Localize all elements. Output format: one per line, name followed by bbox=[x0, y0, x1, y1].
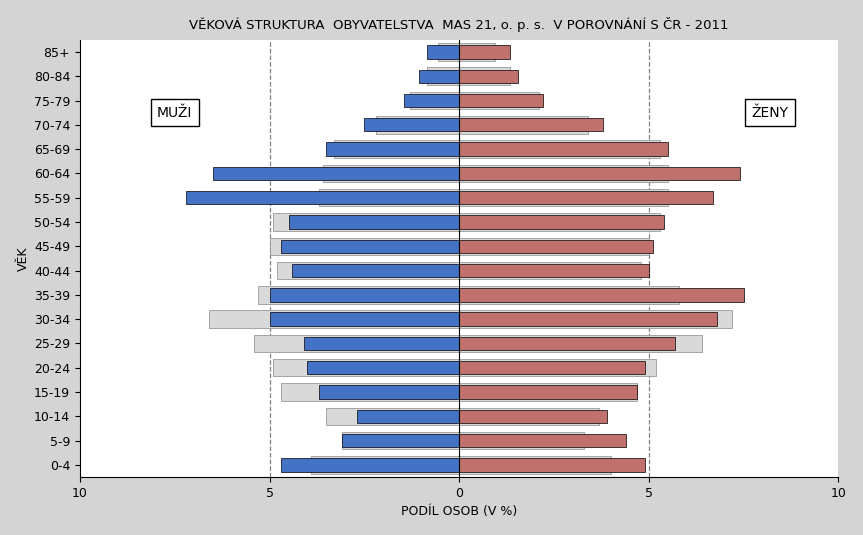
Bar bbox=[427, 45, 459, 59]
Bar bbox=[375, 116, 459, 134]
Bar bbox=[209, 310, 459, 328]
Bar bbox=[274, 359, 459, 377]
Bar bbox=[459, 361, 645, 374]
Bar bbox=[281, 458, 459, 471]
Bar bbox=[459, 288, 744, 302]
Title: VĚKOVÁ STRUKTURA  OBYVATELSTVA  MAS 21, o. p. s.  V POROVNÁNÍ S ČR - 2011: VĚKOVÁ STRUKTURA OBYVATELSTVA MAS 21, o.… bbox=[189, 17, 729, 32]
Bar bbox=[269, 238, 459, 255]
Bar bbox=[269, 288, 459, 302]
Bar bbox=[281, 383, 459, 401]
Bar bbox=[404, 94, 459, 107]
Bar bbox=[459, 335, 702, 352]
Bar bbox=[419, 70, 459, 83]
Bar bbox=[459, 410, 607, 423]
Bar bbox=[459, 286, 679, 303]
Bar bbox=[274, 213, 459, 231]
Bar bbox=[323, 165, 459, 182]
Bar bbox=[318, 385, 459, 399]
Bar bbox=[459, 189, 668, 207]
Bar bbox=[459, 191, 713, 204]
Bar bbox=[459, 165, 668, 182]
Bar bbox=[304, 337, 459, 350]
Bar bbox=[281, 240, 459, 253]
Bar bbox=[459, 456, 611, 473]
Bar bbox=[326, 408, 459, 425]
Bar bbox=[459, 262, 641, 279]
Bar bbox=[459, 383, 638, 401]
Bar bbox=[364, 118, 459, 132]
Bar bbox=[277, 262, 459, 279]
Bar bbox=[459, 116, 588, 134]
Bar bbox=[459, 310, 732, 328]
Bar bbox=[459, 238, 649, 255]
Bar bbox=[410, 92, 459, 109]
Bar bbox=[459, 264, 649, 277]
Bar bbox=[459, 408, 600, 425]
Bar bbox=[212, 167, 459, 180]
Bar bbox=[459, 70, 518, 83]
Bar bbox=[438, 43, 459, 60]
Bar bbox=[459, 312, 717, 326]
Bar bbox=[427, 67, 459, 85]
Bar bbox=[459, 215, 664, 228]
Text: ŽENY: ŽENY bbox=[752, 105, 789, 120]
Bar bbox=[312, 456, 459, 473]
Bar bbox=[459, 213, 660, 231]
Bar bbox=[288, 215, 459, 228]
Bar bbox=[258, 286, 459, 303]
Bar bbox=[334, 140, 459, 158]
Bar bbox=[342, 434, 459, 447]
Bar bbox=[459, 67, 510, 85]
Bar bbox=[326, 142, 459, 156]
Bar bbox=[459, 140, 660, 158]
Bar bbox=[459, 458, 645, 471]
Bar bbox=[459, 142, 668, 156]
Bar bbox=[318, 189, 459, 207]
Bar bbox=[307, 361, 459, 374]
Bar bbox=[459, 337, 676, 350]
Bar bbox=[459, 43, 495, 60]
Bar bbox=[459, 118, 603, 132]
Bar bbox=[459, 359, 657, 377]
Bar bbox=[459, 240, 652, 253]
Bar bbox=[269, 312, 459, 326]
Bar bbox=[293, 264, 459, 277]
Bar bbox=[459, 45, 510, 59]
Bar bbox=[459, 92, 539, 109]
Y-axis label: VĚK: VĚK bbox=[16, 246, 29, 271]
Text: MUŽI: MUŽI bbox=[157, 105, 192, 120]
Bar bbox=[342, 432, 459, 449]
Bar bbox=[459, 434, 626, 447]
Bar bbox=[186, 191, 459, 204]
Bar bbox=[459, 385, 638, 399]
X-axis label: PODÍL OSOB (V %): PODÍL OSOB (V %) bbox=[401, 506, 517, 518]
Bar bbox=[459, 167, 740, 180]
Bar bbox=[459, 94, 543, 107]
Bar bbox=[356, 410, 459, 423]
Bar bbox=[255, 335, 459, 352]
Bar bbox=[459, 432, 584, 449]
